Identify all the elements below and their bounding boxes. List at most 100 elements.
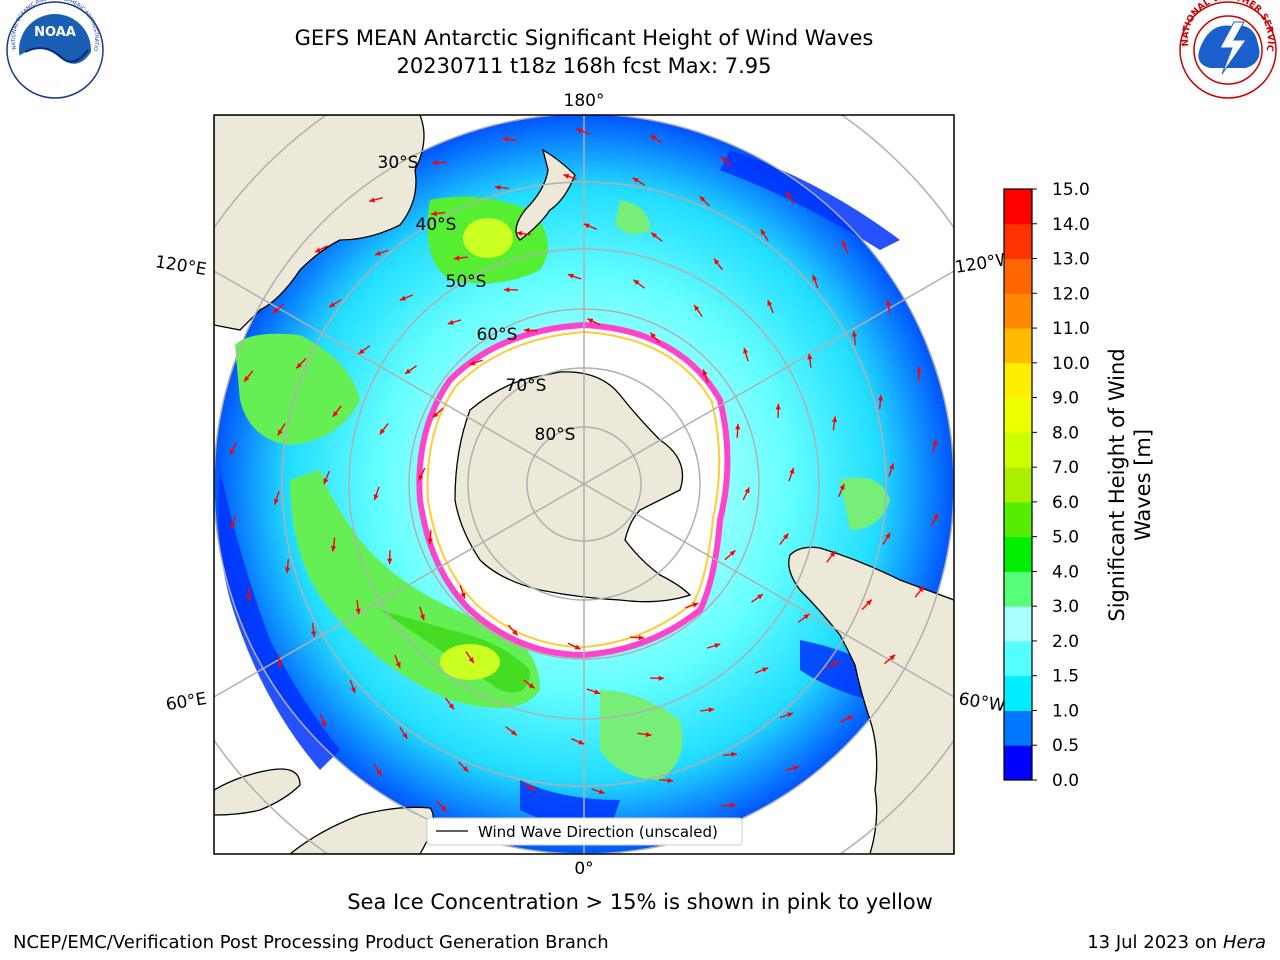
wave-direction-arrowhead [528,682,535,689]
wave-direction-arrowhead [729,802,736,809]
lon-label-120e: 120°E [154,252,208,280]
wave-direction-arrowhead [310,631,317,637]
wave-direction-arrowhead [743,347,749,354]
wave-direction-arrowhead [332,410,339,417]
colorbar-segment [1004,397,1032,433]
colorbar-segment [1004,640,1032,677]
wave-direction-arrowhead [714,643,721,649]
wave-direction-arrowhead [374,250,381,256]
colorbar-tick-label: 1.0 [1052,701,1079,721]
colorbar-label-line2: Waves [m] [1131,429,1155,541]
wave-direction-arrowhead [932,439,938,446]
wave-direction-arrowhead [419,614,425,621]
wave-direction-arrowhead [277,429,283,436]
wave-direction-arrowhead [330,545,337,552]
noaa-logo-text: NOAA [34,25,76,40]
wave-direction-arrowhead [762,667,769,673]
colorbar-segment [1004,328,1032,364]
colorbar-border [1003,188,1033,781]
colorbar-tick-label: 10.0 [1052,354,1090,374]
wave-direction-arrowhead [583,223,590,229]
lon-label-0: 0° [574,859,593,879]
wave-direction-arrowhead [468,657,474,664]
colorbar-segment [1004,536,1032,572]
wave-direction-arrowhead [273,498,279,505]
wave-direction-arrowhead [885,532,891,539]
wave-direction-arrowhead [916,366,922,373]
colorbar-segment [1004,606,1032,642]
wave-direction-arrowhead [358,348,365,355]
wave-direction-arrowhead [563,173,570,179]
wave-direction-arrowhead [866,599,872,606]
wave-direction-arrowhead [404,368,411,374]
wave-direction-arrowhead [731,751,737,758]
colorbar-tick-label: 9.0 [1052,389,1079,409]
chart-subtitle: 20230711 t18z 168h fcst Max: 7.95 [396,54,772,78]
lon-label-180: 180° [564,91,605,111]
lat-label-30s: 30°S [378,153,419,173]
wave-direction-arrowhead [713,258,720,265]
wave-direction-arrowhead [462,766,469,772]
wave-direction-arrowhead [418,474,424,481]
wave-direction-arrowhead [448,703,455,710]
wave-direction-arrowhead [638,635,645,641]
wave-direction-arrowhead [650,332,656,339]
lat-label-80s: 80°S [535,425,576,445]
legend-label: Wind Wave Direction (unscaled) [478,823,718,841]
colorbar-tick-label: 2.0 [1052,632,1079,652]
colorbar-label-line1: Significant Height of Wind [1105,348,1129,621]
wave-direction-arrowhead [494,184,501,191]
lon-label-60e: 60°E [164,689,208,715]
wave-direction-arrowhead [651,232,658,239]
wave-direction-arrowhead [567,273,574,279]
credit-branch: NCEP/EMC/Verification Post Processing Pr… [13,932,609,953]
wave-direction-arrowhead [933,513,938,520]
wave-direction-arrowhead [296,362,302,369]
wave-direction-arrowhead [284,567,291,574]
sea-ice-footnote: Sea Ice Concentration > 15% is shown in … [347,890,933,914]
wave-direction-arrowhead [757,594,764,600]
wave-direction-arrowhead [373,494,379,501]
wave-direction-arrowhead [782,533,789,540]
colorbar: 0.0 0.5 1.0 1.5 2.0 3.0 4.0 5.0 6.0 7.0 8.0 9.0 10.0… [1003,180,1090,791]
wave-direction-arrowhead [699,196,706,202]
wave-direction-arrowhead [323,478,329,485]
wave-direction-arrowhead [787,712,794,718]
colorbar-tick-label: 11.0 [1052,319,1090,339]
wave-direction-arrowhead [842,240,847,247]
graticule [214,115,954,854]
wave-direction-arrowhead [512,629,518,636]
wave-direction-arrowhead [453,255,460,261]
svg-text:NATIONAL WEATHER SERVICE: NATIONAL WEATHER SERVICE [0,0,1275,52]
wave-direction-arrowhead [889,463,895,470]
wave-direction-arrowhead [447,319,454,325]
wave-direction-arrowhead [885,299,891,306]
wave-direction-arrowhead [729,550,736,556]
south-america-landmass [788,546,954,854]
wave-direction-arrowhead [694,304,700,311]
wave-direction-arrowhead [230,522,236,529]
wave-direction-arrowhead [658,675,665,681]
wave-direction-arrowhead [832,660,839,666]
colorbar-segment [1004,362,1032,399]
wave-direction-arrowhead [667,777,674,784]
wave-direction-arrowhead [578,739,585,745]
wave-direction-arrowhead [402,732,408,739]
wave-direction-arrowhead [441,805,447,812]
colorbar-segment [1004,467,1032,503]
colorbar-segment [1004,432,1032,468]
wave-direction-arrowhead [376,769,382,776]
colorbar-tick-label: 12.0 [1052,284,1090,304]
wave-direction-arrowhead [432,412,439,418]
wave-direction-arrowhead [277,662,283,669]
wave-direction-arrowhead [427,538,433,545]
wave-direction-arrowhead [786,192,792,199]
wave-direction-arrowhead [632,177,639,183]
wave-direction-arrowhead [587,318,594,324]
wave-direction-arrowhead [807,353,813,360]
wave-direction-arrowhead [792,765,799,771]
lat-label-50s: 50°S [446,272,487,292]
wave-direction-arrowhead [633,279,640,286]
madagascar-landmass [214,768,301,816]
